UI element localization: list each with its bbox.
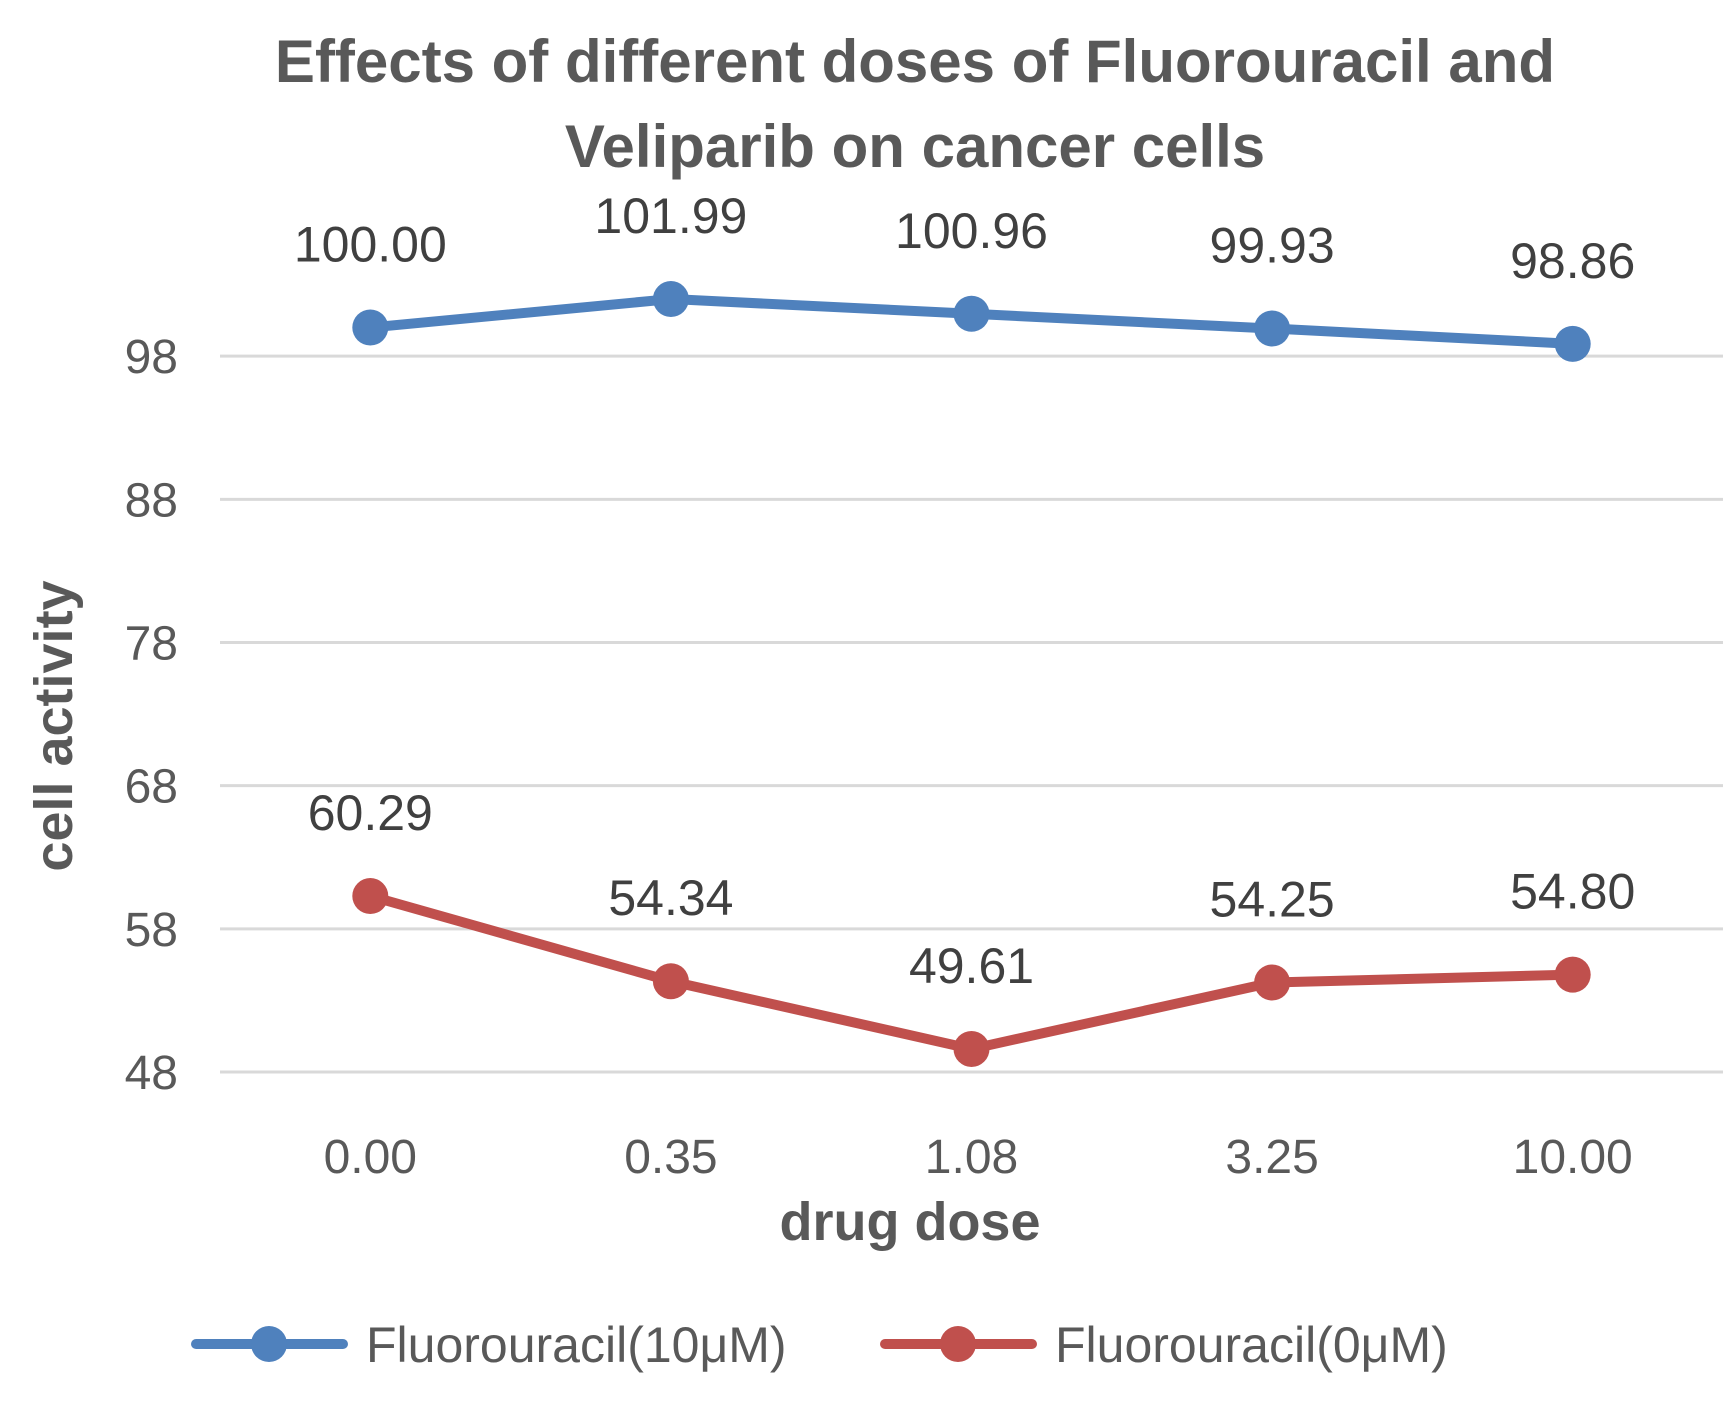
- legend-entry: Fluorouracil(0μM): [880, 1317, 1448, 1373]
- legend-label: Fluorouracil(10μM): [366, 1317, 787, 1373]
- legend-label: Fluorouracil(0μM): [1055, 1317, 1448, 1373]
- x-axis-title: drug dose: [779, 1192, 1040, 1252]
- series-2: [352, 878, 1591, 1067]
- data-point: [352, 309, 389, 346]
- data-label: 60.29: [308, 785, 433, 841]
- x-axis-ticks: 0.00 0.35 1.08 3.25 10.00: [324, 1131, 1633, 1184]
- series-layer: [352, 281, 1591, 1067]
- y-tick-label: 78: [125, 618, 178, 671]
- x-tick-label: 1.08: [925, 1131, 1018, 1184]
- data-label: 54.34: [608, 870, 733, 926]
- y-tick-label: 58: [125, 904, 178, 957]
- data-label: 49.61: [909, 938, 1034, 994]
- data-label: 99.93: [1210, 218, 1335, 274]
- data-label: 101.99: [594, 188, 747, 244]
- data-point: [652, 281, 689, 318]
- legend-entry: Fluorouracil(10μM): [191, 1317, 787, 1373]
- y-axis-title: cell activity: [24, 580, 84, 871]
- data-labels: 100.00 101.99 100.96 99.93 98.86 60.29 54.34 49…: [294, 188, 1635, 994]
- data-label: 100.96: [895, 203, 1048, 259]
- chart-title-line-2: Veliparib on cancer cells: [565, 113, 1265, 180]
- data-label: 100.00: [294, 217, 447, 273]
- y-tick-label: 98: [125, 331, 178, 384]
- data-point: [1554, 325, 1591, 362]
- legend: Fluorouracil(10μM) Fluorouracil(0μM): [191, 1317, 1448, 1373]
- data-point: [1254, 964, 1291, 1001]
- data-label: 98.86: [1510, 233, 1635, 289]
- y-tick-label: 48: [125, 1047, 178, 1100]
- data-point: [652, 963, 689, 1000]
- legend-marker: [940, 1326, 976, 1362]
- data-point: [352, 878, 389, 915]
- chart-title-line-1: Effects of different doses of Fluorourac…: [275, 28, 1555, 95]
- series-1: [352, 281, 1591, 362]
- legend-marker: [251, 1326, 287, 1362]
- data-point: [1254, 310, 1291, 347]
- x-tick-label: 0.00: [324, 1131, 417, 1184]
- x-tick-label: 0.35: [624, 1131, 717, 1184]
- data-point: [953, 295, 990, 332]
- data-point: [953, 1030, 990, 1067]
- x-tick-label: 3.25: [1225, 1131, 1318, 1184]
- y-tick-label: 88: [125, 474, 178, 527]
- x-tick-label: 10.00: [1513, 1131, 1633, 1184]
- data-point: [1554, 956, 1591, 993]
- y-axis-ticks: 48 58 68 78 88 98: [125, 331, 178, 1100]
- data-label: 54.25: [1210, 872, 1335, 928]
- y-tick-label: 68: [125, 761, 178, 814]
- data-label: 54.80: [1510, 864, 1635, 920]
